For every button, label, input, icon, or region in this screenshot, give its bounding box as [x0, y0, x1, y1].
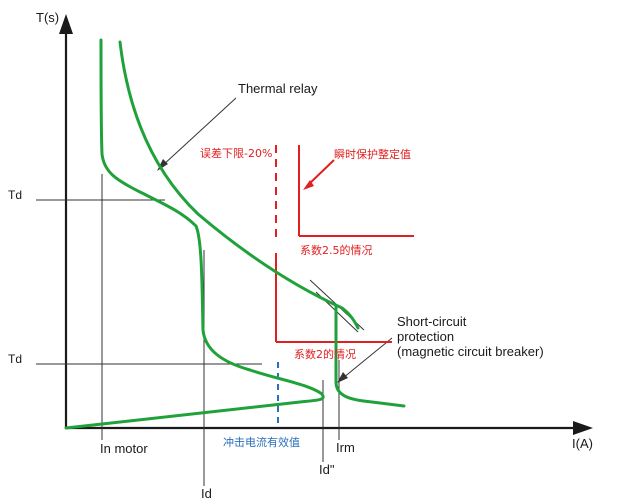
id-label: Id	[201, 486, 212, 501]
id-peak-label: Id"	[319, 462, 335, 477]
inrush-rms-label: 冲击电流有效值	[223, 435, 300, 449]
thermal-relay-pointer	[161, 97, 237, 167]
short-circuit-arrow-icon	[337, 372, 348, 383]
motor-starting-curve	[64, 38, 325, 430]
x-axis-arrow-icon	[573, 421, 593, 435]
factor-2-label: 系数2的情况	[294, 347, 356, 361]
green-curves	[64, 38, 406, 430]
factor-2-5-label: 系数2.5的情况	[300, 243, 373, 257]
td-lower-label: Td	[8, 352, 22, 366]
irm-label: Irm	[336, 440, 355, 455]
axes	[64, 28, 578, 430]
red-setting-lines	[275, 145, 414, 343]
y-axis-arrow-icon	[59, 14, 73, 34]
error-lower-limit-label: 误差下限-20%	[200, 146, 272, 160]
short-circuit-label-line3: (magnetic circuit breaker)	[397, 344, 544, 359]
thermal-relay-curve	[118, 40, 360, 330]
short-circuit-pointer	[342, 337, 393, 379]
thermal-relay-label: Thermal relay	[238, 81, 318, 96]
short-circuit-label-line1: Short-circuit	[397, 314, 467, 329]
in-motor-label: In motor	[100, 441, 148, 456]
x-axis-label: I(A)	[572, 436, 593, 451]
instant-setting-label: 瞬时保护整定值	[334, 147, 411, 161]
instant-pointer-arrow-icon	[303, 180, 314, 190]
instant-pointer	[306, 159, 335, 187]
y-axis-label: T(s)	[36, 10, 59, 25]
short-circuit-curve	[334, 304, 406, 408]
short-circuit-label-line2: protection	[397, 329, 454, 344]
td-upper-label: Td	[8, 188, 22, 202]
